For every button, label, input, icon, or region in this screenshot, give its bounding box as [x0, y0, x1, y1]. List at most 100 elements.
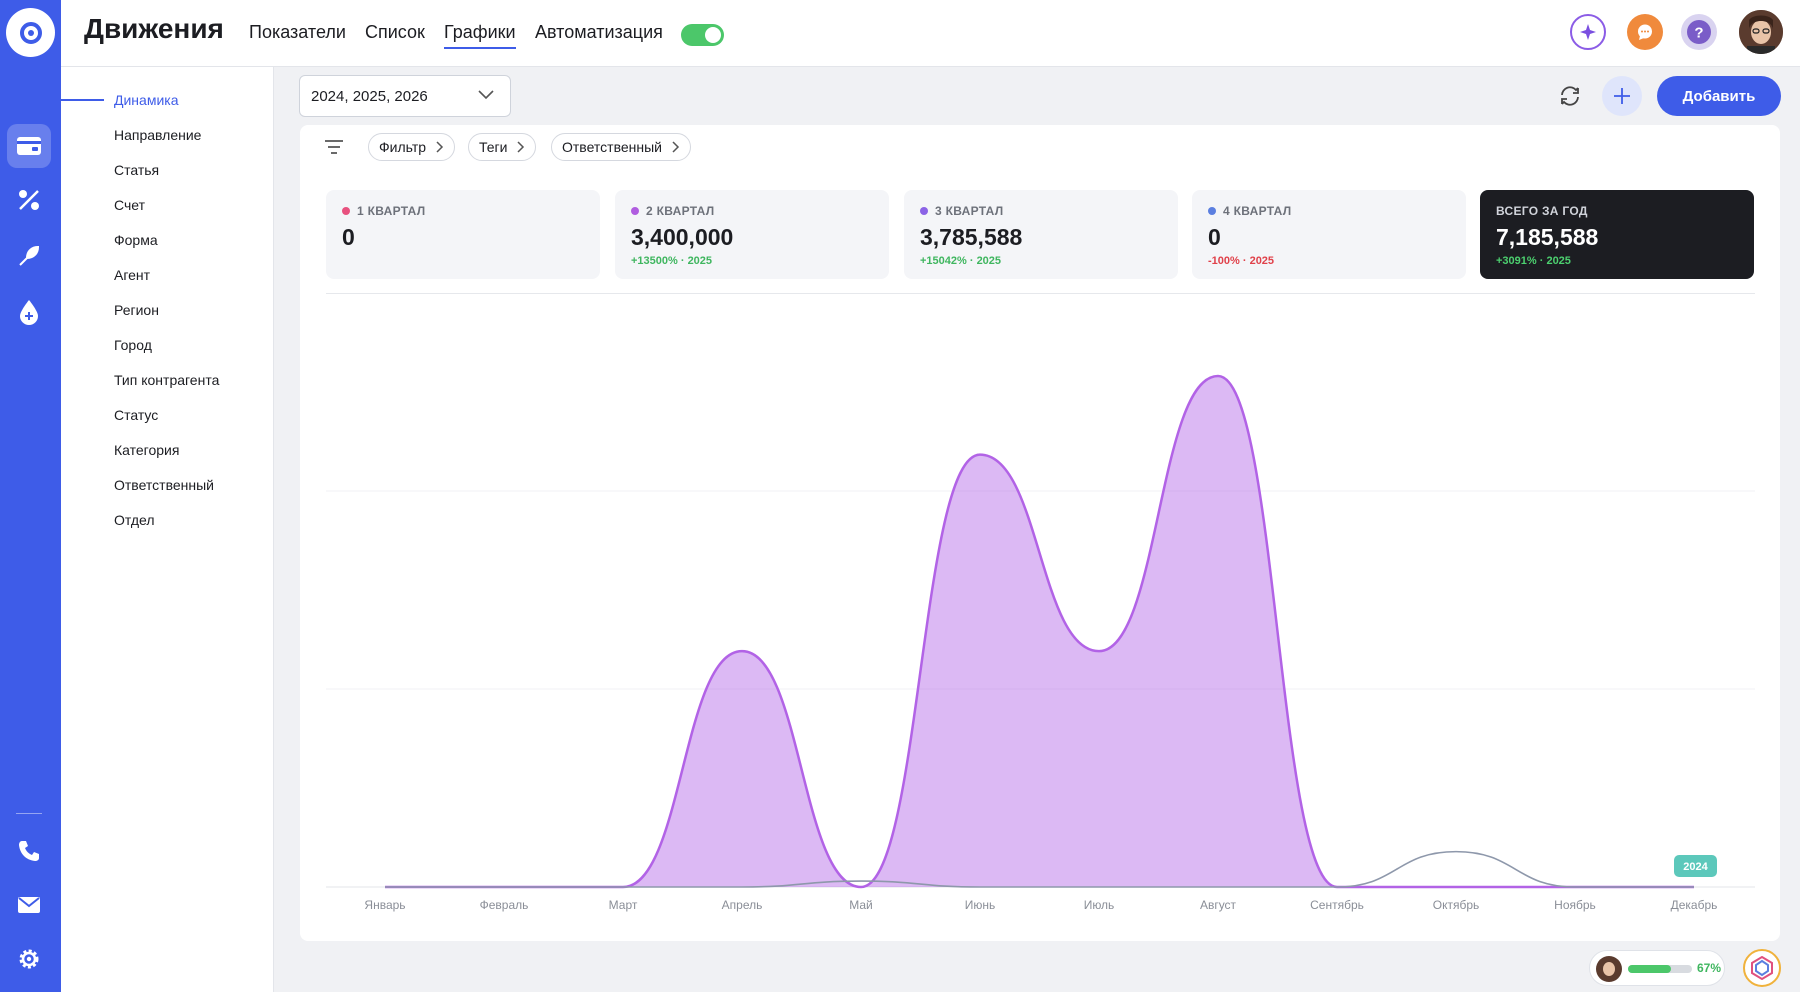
x-tick-label: Декабрь	[1671, 898, 1718, 912]
filter-chip-label: Фильтр	[379, 139, 427, 155]
top-header: Движения Показатели Список Графики Автом…	[61, 0, 1800, 67]
progress-label: 67%	[1697, 961, 1722, 975]
year-badge-label: 2024	[1683, 861, 1708, 873]
q3-dot	[920, 207, 928, 215]
tab-list[interactable]: Список	[365, 22, 425, 42]
left-rail	[0, 0, 61, 992]
stat-change: +15042% · 2025	[920, 255, 1002, 267]
year-select-value: 2024, 2025, 2026	[311, 88, 428, 105]
stat-value: 0	[1208, 224, 1221, 250]
chevron-right-icon	[672, 141, 680, 153]
add-icon-button[interactable]	[1602, 76, 1642, 116]
responsible-chip[interactable]: Ответственный	[551, 133, 691, 161]
quill-icon[interactable]	[7, 234, 51, 278]
subnav-item-account[interactable]: Счет	[114, 197, 145, 213]
series-line	[384, 374, 1694, 889]
stat-change: +3091% · 2025	[1496, 255, 1571, 267]
year-select[interactable]: 2024, 2025, 2026	[299, 75, 511, 117]
user-avatar[interactable]	[1739, 10, 1783, 54]
stat-label: 1 КВАРТАЛ	[357, 204, 426, 218]
subnav-item-direction[interactable]: Направление	[114, 127, 202, 143]
ai-sparkle-icon[interactable]	[1570, 14, 1606, 50]
x-tick-label: Январь	[364, 898, 405, 912]
stat-change: +13500% · 2025	[631, 255, 713, 267]
year-badge-bg	[1674, 855, 1717, 877]
x-axis-labels: Январь Февраль Март Апрель Май Июнь Июль Август…	[364, 898, 1717, 912]
subnav-item-dynamics[interactable]: Динамика	[114, 92, 179, 108]
subnav-item-form[interactable]: Форма	[114, 232, 158, 248]
x-tick-label: Ноябрь	[1554, 898, 1596, 912]
stat-card-q2: 2 КВАРТАЛ 3,400,000 +13500% · 2025	[615, 190, 889, 279]
x-tick-label: Март	[609, 898, 638, 912]
chart-series	[384, 374, 1694, 889]
q1-dot	[342, 207, 350, 215]
series-area	[385, 376, 1694, 887]
subnav-item-agent[interactable]: Агент	[114, 267, 151, 283]
filter-list-icon[interactable]	[324, 139, 344, 155]
stat-label: 4 КВАРТАЛ	[1223, 204, 1292, 218]
stat-value: 3,400,000	[631, 224, 734, 250]
page-title: Движения	[84, 13, 224, 44]
phone-icon[interactable]	[7, 829, 51, 873]
tab-charts[interactable]: Графики	[444, 22, 516, 49]
stat-value: 3,785,588	[920, 224, 1023, 250]
tab-indicators[interactable]: Показатели	[249, 22, 346, 42]
chart-card: Фильтр Теги Ответственный 1 КВАРТАЛ 0 2 …	[300, 125, 1780, 941]
help-icon[interactable]: ?	[1681, 14, 1717, 50]
progress-widget[interactable]: 67%	[1589, 950, 1725, 986]
progress-track	[1628, 965, 1692, 973]
q4-dot	[1208, 207, 1216, 215]
year-badge: 2024	[1674, 855, 1717, 877]
x-tick-label: Август	[1200, 898, 1237, 912]
x-tick-label: Май	[849, 898, 873, 912]
svg-text:?: ?	[1694, 25, 1703, 42]
x-tick-label: Июль	[1084, 898, 1115, 912]
app-logo[interactable]	[6, 8, 55, 57]
progress-fill	[1628, 965, 1671, 973]
chevron-right-icon	[436, 141, 444, 153]
subnav-item-city[interactable]: Город	[114, 337, 152, 353]
stat-change: -100% · 2025	[1208, 255, 1275, 267]
hexagon-logo-icon[interactable]	[1743, 949, 1781, 987]
chat-icon[interactable]	[1627, 14, 1663, 50]
rail-separator	[16, 813, 42, 814]
discount-icon[interactable]	[7, 178, 51, 222]
mail-icon[interactable]	[7, 883, 51, 927]
filter-chip[interactable]: Фильтр	[368, 133, 456, 161]
x-tick-label: Февраль	[480, 898, 529, 912]
subnav-item-article[interactable]: Статья	[114, 162, 160, 178]
settings-gear-icon[interactable]	[7, 937, 51, 981]
x-tick-label: Апрель	[722, 898, 763, 912]
automation-toggle[interactable]	[681, 24, 724, 46]
add-button[interactable]: Добавить	[1657, 76, 1781, 116]
chevron-down-icon	[478, 90, 494, 100]
tags-chip-label: Теги	[479, 139, 508, 155]
stat-label: ВСЕГО ЗА ГОД	[1496, 204, 1588, 218]
plus-icon	[1614, 88, 1630, 104]
x-tick-label: Октябрь	[1433, 898, 1480, 912]
stats-divider	[326, 293, 1755, 294]
subnav-item-region[interactable]: Регион	[114, 302, 159, 318]
stat-value: 0	[342, 224, 355, 250]
tab-automation[interactable]: Автоматизация	[535, 22, 663, 42]
tags-chip[interactable]: Теги	[468, 133, 537, 161]
refresh-icon[interactable]	[1552, 78, 1588, 114]
subnav-item-responsible[interactable]: Ответственный	[114, 477, 214, 493]
stat-card-year-total: ВСЕГО ЗА ГОД 7,185,588 +3091% · 2025	[1480, 190, 1754, 279]
mini-avatar	[1596, 956, 1622, 982]
chevron-right-icon	[517, 141, 525, 153]
subnav-item-department[interactable]: Отдел	[114, 512, 155, 528]
stat-label: 3 КВАРТАЛ	[935, 204, 1004, 218]
active-marker	[61, 99, 104, 101]
wallet-icon[interactable]	[7, 124, 51, 168]
series-line	[384, 850, 1694, 888]
drop-icon[interactable]	[7, 290, 51, 334]
subnav-item-counterparty-type[interactable]: Тип контрагента	[114, 372, 220, 388]
subnav-item-category[interactable]: Категория	[114, 442, 180, 458]
responsible-chip-label: Ответственный	[562, 139, 662, 155]
q2-dot	[631, 207, 639, 215]
stat-value: 7,185,588	[1496, 224, 1599, 250]
x-tick-label: Сентябрь	[1310, 898, 1364, 912]
subnav-item-status[interactable]: Статус	[114, 407, 159, 423]
